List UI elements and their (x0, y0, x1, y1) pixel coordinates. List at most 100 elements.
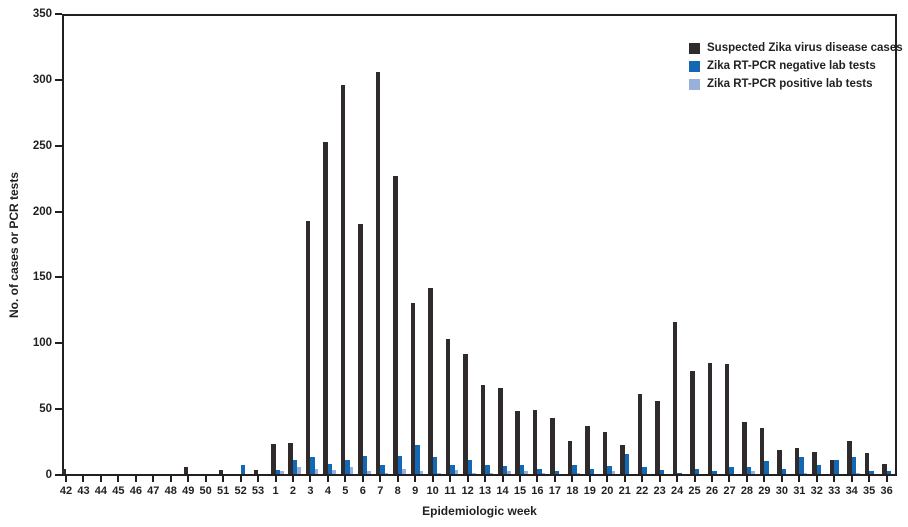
x-tick-label-week-21: 21 (618, 485, 631, 497)
bar-zika-rt-pcr-negative-lab-tests-week-3 (310, 457, 315, 474)
bar-group-week-17 (550, 417, 563, 474)
y-tick-200 (55, 210, 62, 213)
bar-suspected-zika-virus-disease-cases-week-6 (358, 224, 363, 474)
bar-zika-rt-pcr-negative-lab-tests-week-11 (450, 464, 455, 474)
x-tick-week-16 (536, 476, 539, 482)
bar-group-week-49 (183, 467, 197, 474)
bar-zika-rt-pcr-negative-lab-tests-week-6 (362, 455, 368, 474)
bar-suspected-zika-virus-disease-cases-week-8 (393, 175, 398, 474)
x-tick-label-week-26: 26 (705, 485, 719, 497)
bar-group-week-22 (637, 394, 651, 474)
x-tick-label-week-16: 16 (531, 485, 544, 497)
bar-zika-rt-pcr-negative-lab-tests-week-29 (764, 460, 769, 474)
bar-zika-rt-pcr-positive-lab-tests-week-2 (297, 467, 301, 474)
x-tick-label-week-13: 13 (478, 485, 492, 497)
bar-zika-rt-pcr-negative-lab-tests-week-23 (659, 470, 665, 474)
bar-group-week-20 (602, 432, 616, 474)
bar-suspected-zika-virus-disease-cases-week-16 (532, 409, 538, 474)
y-tick-250 (55, 144, 62, 147)
y-tick-label-250: 250 (32, 139, 52, 152)
x-tick-label-week-36: 36 (880, 485, 893, 497)
bar-suspected-zika-virus-disease-cases-week-23 (655, 400, 660, 474)
bar-zika-rt-pcr-negative-lab-tests-week-1 (275, 470, 281, 474)
x-tick-label-week-23: 23 (653, 485, 666, 497)
y-tick-100 (55, 342, 62, 345)
bar-suspected-zika-virus-disease-cases-week-35 (864, 453, 870, 474)
x-tick-label-week-5: 5 (342, 485, 349, 497)
x-axis-title: Epidemiologic week (422, 504, 537, 518)
bar-suspected-zika-virus-disease-cases-week-15 (515, 411, 520, 474)
bar-zika-rt-pcr-positive-lab-tests-week-9 (419, 471, 424, 474)
x-tick-label-week-27: 27 (723, 485, 736, 497)
x-tick-label-week-46: 46 (129, 485, 142, 497)
bar-zika-rt-pcr-negative-lab-tests-week-25 (694, 468, 700, 474)
x-tick-label-week-1: 1 (272, 485, 279, 497)
bar-suspected-zika-virus-disease-cases-week-5 (340, 85, 346, 474)
bar-group-week-36 (882, 463, 895, 474)
bar-zika-rt-pcr-negative-lab-tests-week-35 (869, 471, 874, 474)
y-tick-150 (55, 276, 62, 279)
x-tick-week-9 (414, 476, 417, 482)
x-tick-week-31 (798, 476, 801, 482)
x-tick-week-25 (693, 476, 696, 482)
bar-zika-rt-pcr-negative-lab-tests-week-13 (485, 464, 490, 474)
bar-zika-rt-pcr-negative-lab-tests-week-30 (781, 468, 787, 474)
bar-suspected-zika-virus-disease-cases-week-28 (742, 421, 747, 474)
legend-item-zika-rt-pcr-positive-lab-tests: Zika RT-PCR positive lab tests (689, 78, 903, 91)
bar-group-week-53 (253, 470, 267, 474)
bar-suspected-zika-virus-disease-cases-week-9 (410, 302, 416, 474)
bar-group-week-11 (445, 339, 459, 474)
bar-group-week-4 (323, 141, 336, 474)
bar-zika-rt-pcr-positive-lab-tests-week-12 (472, 472, 476, 474)
x-tick-label-week-19: 19 (583, 485, 596, 497)
bar-zika-rt-pcr-negative-lab-tests-week-7 (380, 464, 385, 474)
x-tick-week-2 (291, 476, 294, 482)
x-tick-label-week-11: 11 (444, 485, 456, 497)
legend-swatch-zika-rt-pcr-negative-lab-tests (689, 61, 700, 72)
bar-zika-rt-pcr-negative-lab-tests-week-19 (589, 468, 595, 474)
bar-suspected-zika-virus-disease-cases-week-29 (759, 428, 765, 474)
x-tick-week-51 (222, 476, 225, 482)
x-tick-label-week-4: 4 (324, 485, 331, 497)
bar-group-week-14 (498, 387, 511, 474)
x-tick-label-week-51: 51 (217, 485, 230, 497)
x-tick-week-4 (326, 476, 329, 482)
bar-zika-rt-pcr-negative-lab-tests-week-22 (642, 467, 647, 474)
bar-zika-rt-pcr-negative-lab-tests-week-26 (712, 471, 717, 474)
bar-group-week-12 (463, 353, 476, 474)
x-tick-week-24 (676, 476, 679, 482)
bar-suspected-zika-virus-disease-cases-week-27 (724, 364, 730, 474)
x-tick-week-50 (204, 476, 207, 482)
y-tick-50 (55, 408, 62, 411)
bar-zika-rt-pcr-negative-lab-tests-week-27 (729, 467, 734, 474)
bar-zika-rt-pcr-negative-lab-tests-week-28 (746, 467, 752, 474)
x-tick-week-36 (885, 476, 888, 482)
bar-group-week-42 (61, 468, 75, 474)
legend-label-zika-rt-pcr-negative-lab-tests: Zika RT-PCR negative lab tests (707, 60, 876, 72)
x-tick-label-week-50: 50 (199, 485, 212, 497)
bar-suspected-zika-virus-disease-cases-week-30 (777, 450, 782, 474)
x-tick-label-week-33: 33 (828, 485, 841, 497)
x-tick-label-week-18: 18 (566, 485, 579, 497)
bar-group-week-21 (620, 445, 633, 474)
bar-group-week-2 (288, 442, 301, 474)
x-tick-week-14 (501, 476, 504, 482)
x-tick-week-20 (606, 476, 609, 482)
x-tick-label-week-15: 15 (513, 485, 527, 497)
bars-layer (61, 16, 895, 474)
x-tick-week-6 (361, 476, 364, 482)
bar-zika-rt-pcr-positive-lab-tests-week-1 (280, 471, 284, 474)
bar-zika-rt-pcr-negative-lab-tests-week-5 (345, 459, 350, 474)
bar-suspected-zika-virus-disease-cases-week-32 (812, 451, 817, 474)
x-tick-label-week-35: 35 (863, 485, 876, 497)
x-tick-label-week-49: 49 (182, 485, 195, 497)
y-tick-350 (55, 13, 62, 15)
x-tick-week-10 (431, 476, 434, 482)
x-tick-label-week-31: 31 (793, 485, 806, 497)
x-tick-week-11 (449, 476, 452, 482)
bar-group-week-7 (375, 72, 389, 474)
x-tick-week-1 (274, 476, 277, 482)
bar-suspected-zika-virus-disease-cases-week-49 (183, 467, 189, 474)
x-tick-week-12 (466, 476, 469, 482)
bar-zika-rt-pcr-positive-lab-tests-week-15 (524, 471, 528, 474)
